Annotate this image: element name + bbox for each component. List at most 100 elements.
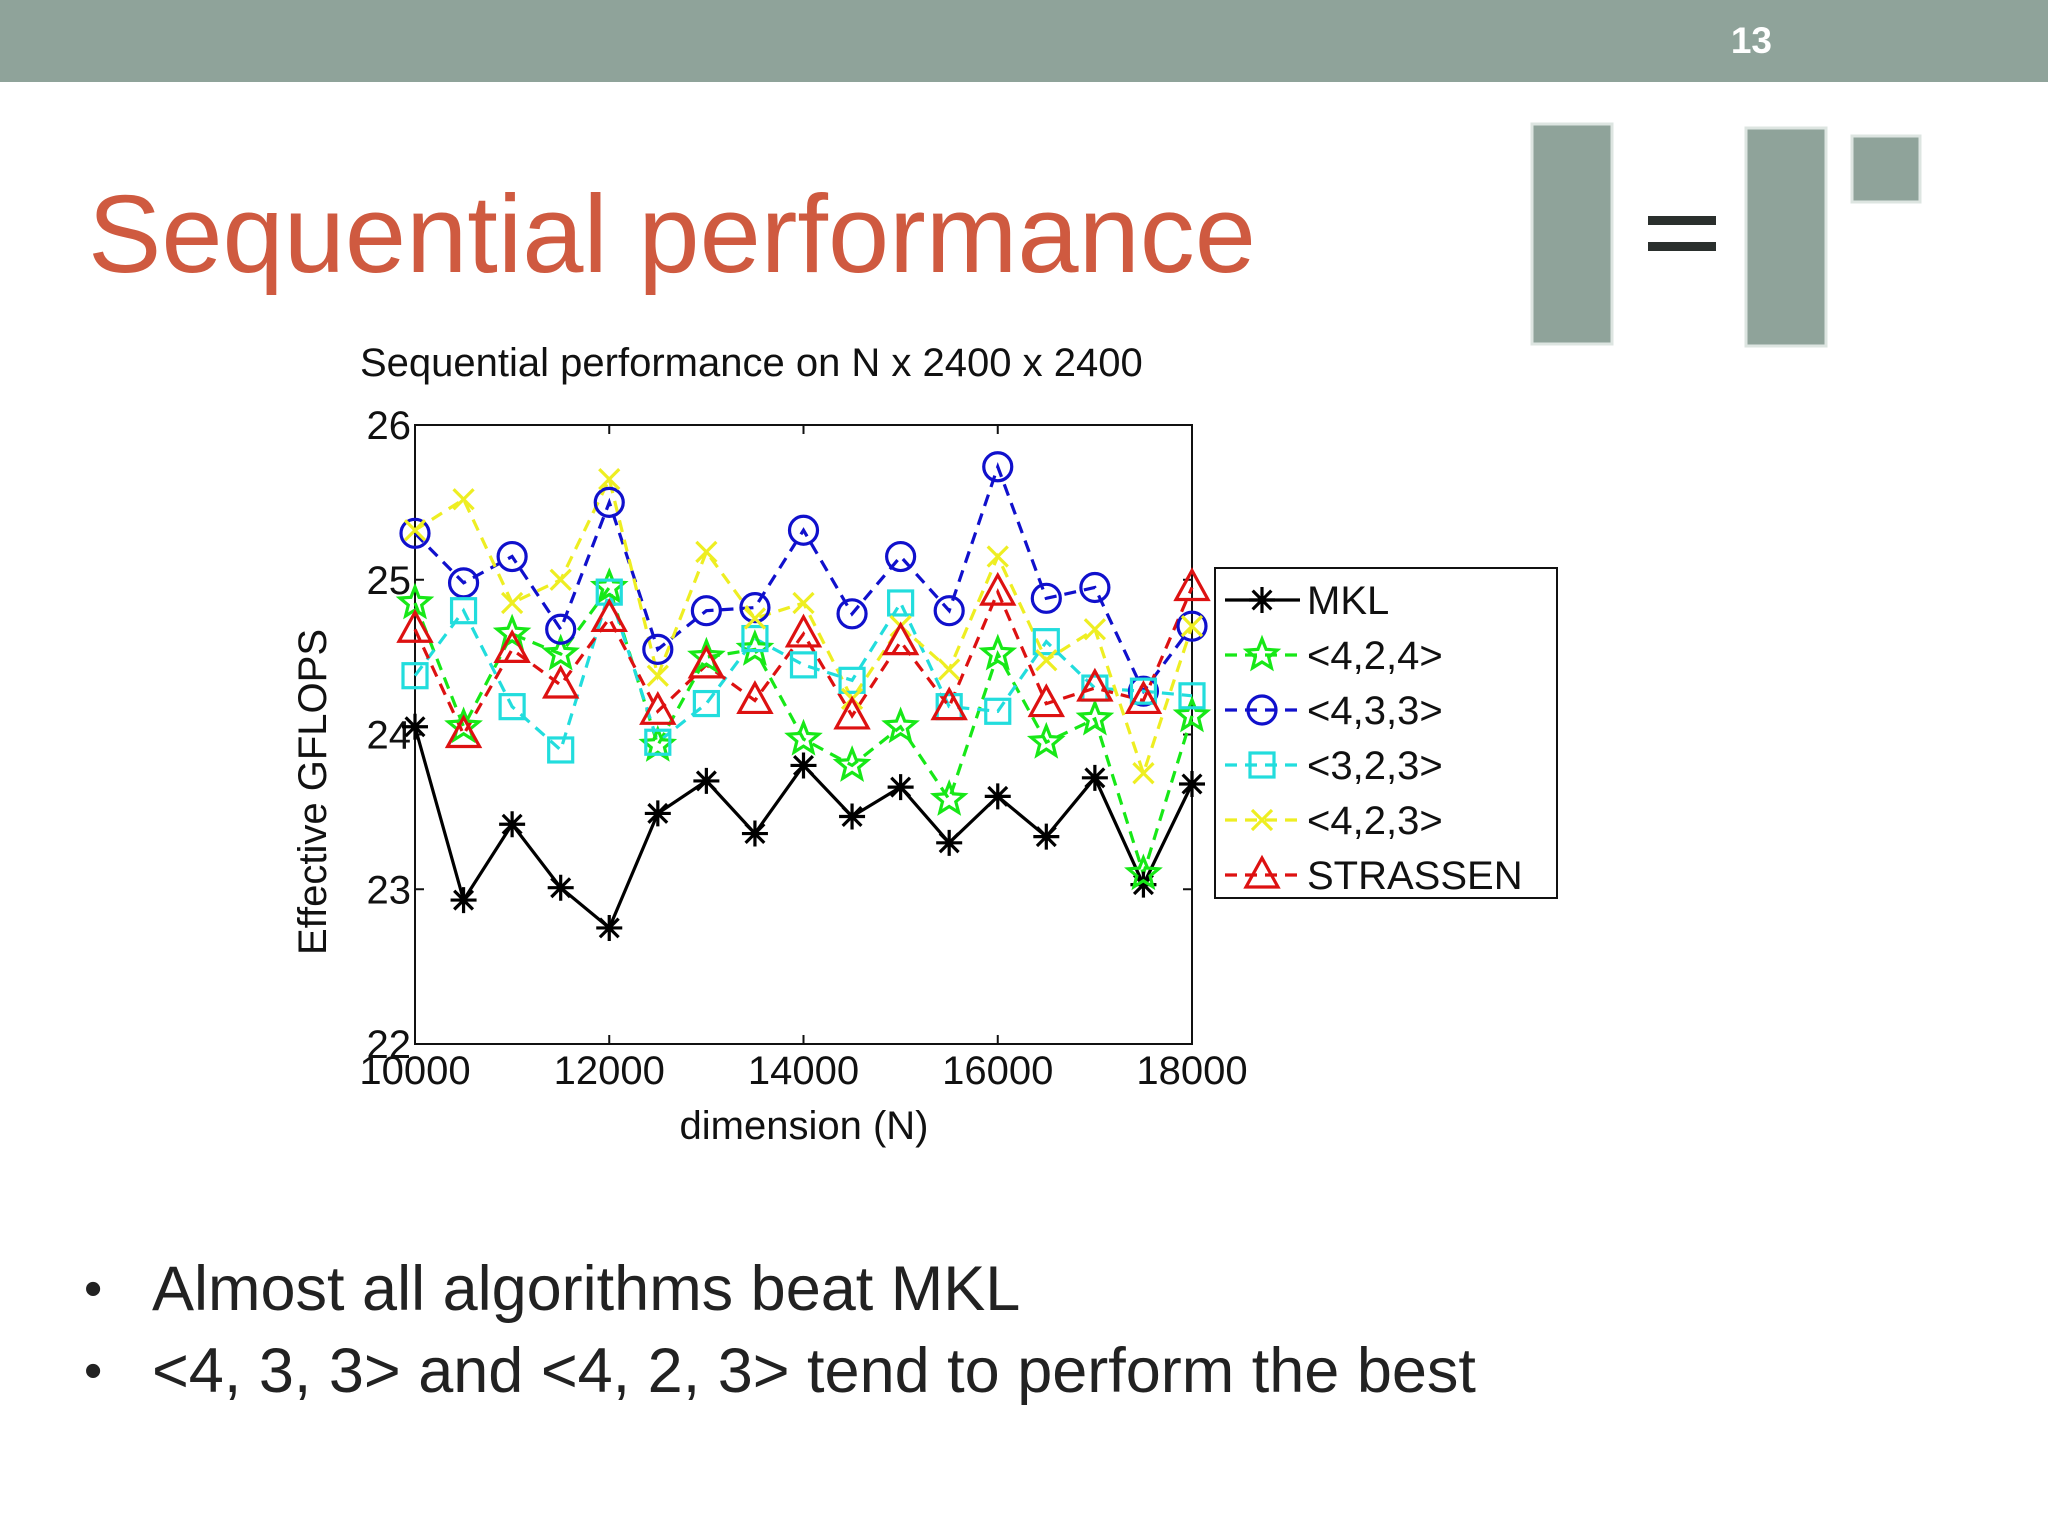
- legend-label: <4,2,3>: [1307, 799, 1443, 843]
- data-point-marker: [444, 714, 483, 749]
- data-point-marker: [838, 666, 866, 694]
- bullet-text: Almost all algorithms beat MKL: [152, 1254, 1021, 1324]
- bullet-dot-icon: •: [84, 1342, 103, 1400]
- data-point-marker: [549, 568, 572, 591]
- data-point-marker: [590, 598, 628, 633]
- data-point-marker: [938, 658, 961, 681]
- x-tick-label: 10000: [359, 1049, 470, 1093]
- data-point-marker: [690, 595, 722, 627]
- data-point-marker: [449, 597, 478, 625]
- data-point-marker: [545, 613, 577, 645]
- data-point-marker: [444, 706, 483, 744]
- data-point-marker: [644, 800, 671, 827]
- data-point-marker: [1081, 764, 1108, 791]
- y-tick-label: 23: [367, 868, 412, 912]
- data-point-marker: [1179, 771, 1205, 798]
- data-point-marker: [832, 745, 872, 782]
- equals-bar-top: [1648, 216, 1716, 225]
- slide-header-bar: 13: [0, 0, 2048, 82]
- data-point-marker: [1027, 683, 1066, 718]
- x-tick-label: 12000: [554, 1049, 665, 1093]
- data-point-marker: [784, 718, 823, 756]
- data-point-marker: [593, 486, 625, 518]
- bullet-dot-icon: •: [84, 1260, 103, 1318]
- y-tick-label: 24: [367, 714, 412, 758]
- series-line: [413, 586, 1193, 753]
- series-line: [413, 583, 1194, 880]
- data-point-marker: [1132, 762, 1155, 785]
- data-point-marker: [787, 514, 820, 546]
- data-point-marker: [1083, 618, 1107, 641]
- y-axis-label: Effective GFLOPS: [291, 629, 335, 955]
- data-point-marker: [399, 517, 431, 549]
- data-point-marker: [496, 540, 528, 573]
- data-point-marker: [1176, 610, 1208, 642]
- data-point-marker: [452, 488, 475, 511]
- y-tick-label: 22: [367, 1023, 412, 1067]
- data-point-marker: [1130, 871, 1157, 898]
- x-tick-label: 16000: [942, 1049, 1053, 1093]
- x-tick-label: 14000: [748, 1049, 859, 1093]
- series-line: [413, 461, 1194, 695]
- data-point-marker: [547, 874, 574, 901]
- data-point-marker: [1178, 682, 1206, 710]
- data-point-marker: [1079, 571, 1111, 604]
- data-point-marker: [979, 571, 1017, 606]
- data-point-marker: [692, 689, 720, 718]
- data-point-marker: [547, 736, 575, 764]
- slide-title: Sequential performance: [88, 173, 1256, 296]
- matrix-block-small: [1850, 134, 1922, 204]
- bullet-item: • Almost all algorithms beat MKL: [84, 1248, 1476, 1330]
- data-point-marker: [982, 451, 1014, 483]
- slide-page-number: 13: [1730, 20, 1772, 61]
- data-point-marker: [1033, 823, 1060, 850]
- data-point-marker: [839, 803, 866, 830]
- chart-title: Sequential performance on N x 2400 x 240…: [360, 341, 1143, 385]
- data-point-marker: [984, 783, 1011, 810]
- bullet-item: • <4, 3, 3> and <4, 2, 3> tend to perform…: [84, 1330, 1476, 1412]
- bullet-text: <4, 3, 3> and <4, 2, 3> tend to perform …: [152, 1336, 1476, 1406]
- data-point-marker: [1030, 582, 1062, 614]
- legend-swatch-marker: [1248, 751, 1276, 779]
- data-point-marker: [936, 829, 963, 856]
- data-point-marker: [1180, 615, 1204, 638]
- data-point-marker: [833, 695, 871, 730]
- data-point-marker: [450, 887, 477, 914]
- y-tick-label: 26: [367, 404, 412, 448]
- data-point-marker: [695, 540, 718, 564]
- data-point-marker: [687, 636, 726, 674]
- data-point-marker: [402, 713, 428, 740]
- data-point-marker: [1172, 695, 1212, 733]
- data-point-marker: [741, 624, 769, 653]
- data-point-marker: [687, 644, 726, 679]
- data-point-marker: [541, 664, 580, 699]
- legend-label: MKL: [1307, 579, 1389, 623]
- data-point-marker: [887, 589, 915, 617]
- data-point-marker: [693, 767, 720, 794]
- matrix-block-left: [1530, 122, 1614, 346]
- data-point-marker: [887, 774, 914, 801]
- data-point-marker: [639, 690, 677, 725]
- data-point-marker: [401, 662, 429, 690]
- data-point-marker: [1127, 675, 1160, 707]
- legend-swatch-marker: [1243, 854, 1281, 889]
- data-point-marker: [1075, 698, 1115, 736]
- data-point-marker: [596, 914, 623, 941]
- data-point-marker: [493, 629, 531, 663]
- data-point-marker: [1124, 853, 1163, 891]
- equals-bar-bottom: [1648, 242, 1716, 251]
- data-point-marker: [1032, 628, 1060, 656]
- legend-label: <3,2,3>: [1307, 744, 1443, 788]
- legend-label: <4,2,4>: [1307, 634, 1443, 678]
- data-point-marker: [646, 664, 669, 687]
- data-point-marker: [492, 613, 532, 651]
- data-point-marker: [1035, 649, 1058, 672]
- data-point-marker: [789, 651, 818, 679]
- data-point-marker: [447, 567, 480, 599]
- bullet-list: • Almost all algorithms beat MKL • <4, 3, …: [84, 1248, 1476, 1412]
- plot-area-frame: [414, 424, 1193, 1045]
- data-point-marker: [741, 820, 768, 847]
- matrix-block-right: [1744, 126, 1828, 348]
- matrix-decoration-graphic: [1530, 122, 1922, 348]
- data-point-marker: [929, 779, 969, 816]
